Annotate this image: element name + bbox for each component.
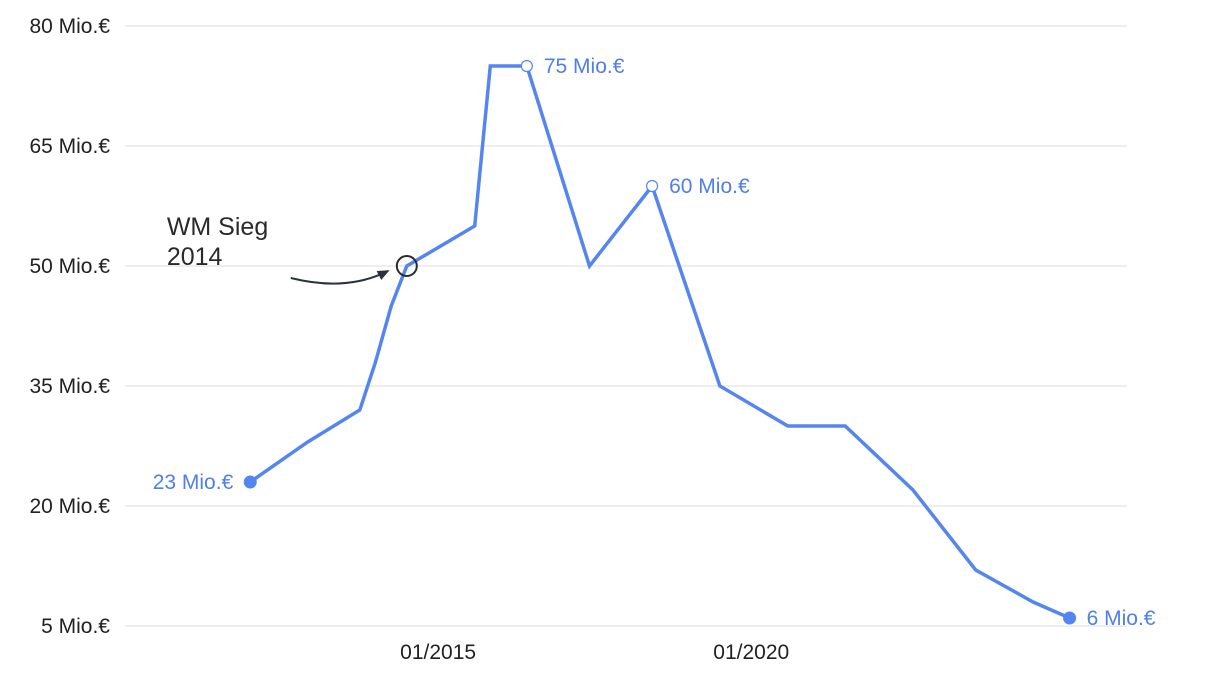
annotation-text-line: 2014 [167,243,223,271]
data-point-marker [243,475,257,489]
y-tick-label: 5 Mio.€ [41,615,110,638]
x-axis-tick-labels: 01/2015 01/2020 [400,641,789,664]
data-label: 60 Mio.€ [669,175,750,198]
y-tick-label: 20 Mio.€ [29,495,110,518]
y-tick-label: 80 Mio.€ [29,15,110,38]
data-point-marker [645,179,659,193]
data-label: 75 Mio.€ [544,55,625,78]
annotation-text: WM Sieg 2014 [167,213,268,271]
data-label: 6 Mio.€ [1087,607,1156,630]
y-tick-label: 50 Mio.€ [29,255,110,278]
x-tick-label: 01/2020 [713,641,789,664]
y-axis-tick-labels: 80 Mio.€ 65 Mio.€ 50 Mio.€ 35 Mio.€ 20 Mio.€… [29,15,110,638]
annotation-text-line: WM Sieg [167,213,268,241]
y-tick-label: 65 Mio.€ [29,135,110,158]
series-line [249,64,1071,620]
gridlines [125,25,1127,627]
data-point-marker [1063,611,1077,625]
annotation-group: WM Sieg 2014 [167,213,418,285]
series-line-path [249,64,1071,620]
x-tick-label: 01/2015 [400,641,476,664]
annotation-arrow [290,270,390,285]
annotation-circle [395,255,418,277]
data-point-marker [520,59,533,73]
data-label: 23 Mio.€ [153,471,234,494]
data-label-group: 23 Mio.€ 75 Mio.€ 60 Mio.€ 6 Mio.€ [153,55,1156,630]
y-tick-label: 35 Mio.€ [29,375,110,398]
